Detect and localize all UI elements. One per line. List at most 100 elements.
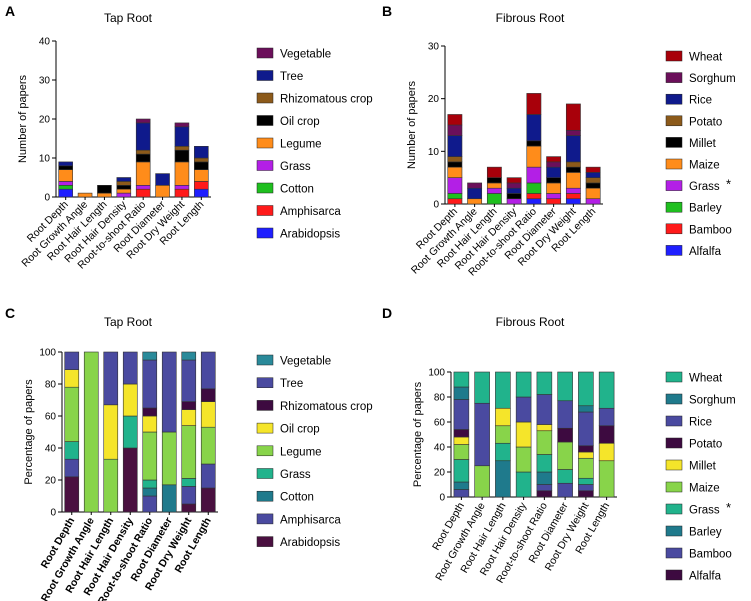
bar-segment-grass <box>142 479 158 489</box>
bar-segment-vegetable <box>181 351 197 361</box>
chart-title: Fibrous Root <box>496 315 565 329</box>
bar-segment-tree <box>174 126 190 147</box>
legend-label: Bamboo <box>689 549 732 561</box>
bar-segment-wheat <box>515 371 532 398</box>
bar-segment-barley <box>526 182 542 194</box>
legend-swatch-arabidopsis <box>256 536 274 547</box>
legend-swatch-tree <box>256 70 274 81</box>
legend-label: Grass <box>689 505 720 517</box>
bar-segment-cotton <box>142 487 158 497</box>
bar-segment-bamboo <box>536 484 553 492</box>
bar-segment-legume <box>161 431 177 486</box>
bar-segment-rhizomatous-crop <box>116 181 132 186</box>
bar-segment-bamboo <box>526 193 542 200</box>
bar-segment-wheat <box>565 103 581 131</box>
bar-segment-alfalfa <box>536 490 553 498</box>
legend-label: Legume <box>280 139 322 151</box>
legend-swatch-barley <box>665 201 683 213</box>
y-tick-label: 0 <box>44 193 50 204</box>
bar-segment-bamboo <box>546 198 562 205</box>
bar-segment-amphisarca <box>174 188 190 198</box>
bar-segment-oil-crop <box>103 404 119 460</box>
bar-segment-barley <box>447 193 463 200</box>
y-tick-label: 10 <box>39 154 51 165</box>
legend-swatch-alfalfa <box>665 569 683 581</box>
bar-segment-wheat <box>453 371 470 388</box>
legend-label: Alfalfa <box>689 246 722 258</box>
bar-segment-vegetable <box>174 122 190 128</box>
bar-segment-millet <box>453 436 470 445</box>
legend-swatch-oil-crop <box>256 115 274 126</box>
bar-segment-wheat <box>557 371 573 402</box>
bar-segment-grass <box>557 469 573 484</box>
bar-segment-rice <box>536 394 553 425</box>
legend-swatch-legume <box>256 137 274 149</box>
bar-segment-grass <box>506 198 522 205</box>
bar-segment-rice <box>447 135 463 157</box>
bar-segment-barley <box>486 193 502 205</box>
legend-mark: * <box>726 177 731 192</box>
bar-segment-sorghum <box>506 182 522 189</box>
bar-segment-rice <box>557 400 573 429</box>
bar-segment-tree <box>142 359 158 409</box>
bar-segment-rhizomatous-crop <box>135 149 151 155</box>
bar-segment-oil-crop <box>142 415 158 433</box>
bar-segment-sorghum <box>453 386 470 400</box>
legend: Vegetable Tree Rhizomatous crop Oil crop Leg… <box>256 354 373 549</box>
legend-label: Barley <box>689 527 722 539</box>
bar-segment-tree <box>122 351 138 385</box>
bar-segment-grass <box>536 454 553 473</box>
bar-segment-legume <box>200 426 216 465</box>
bar-segment-millet <box>578 451 594 459</box>
legend-swatch-sorghum <box>665 72 683 83</box>
bar-segment-legume <box>194 169 209 182</box>
bar-segment-tree <box>200 351 216 390</box>
legend: Wheat Sorghum Rice Potato Millet Maize Grass * B… <box>665 50 736 258</box>
legend-label: Amphisarca <box>280 514 341 526</box>
legend-swatch-potato <box>665 115 683 127</box>
bar-segment-millet <box>546 177 562 184</box>
legend-label: Cotton <box>280 184 314 196</box>
legend-swatch-oil-crop <box>256 422 274 434</box>
bar-segment-amphisarca <box>142 495 158 513</box>
bar-segment-amphisarca <box>200 463 216 489</box>
legend-label: Tree <box>280 378 303 390</box>
legend-label: Bamboo <box>689 224 732 236</box>
bar-segment-maize <box>467 198 483 205</box>
bar-segment-sorghum <box>546 161 562 168</box>
bar-segment-arabidopsis <box>64 476 80 513</box>
bar-segment-potato <box>585 177 601 184</box>
bar-segment-amphisarca <box>64 458 80 478</box>
legend-mark: * <box>726 500 731 515</box>
chart-title: Fibrous Root <box>496 11 565 25</box>
bar-segment-rice <box>546 166 562 178</box>
y-axis-label: Percentage of papers <box>23 379 35 485</box>
y-tick-label: 30 <box>39 76 51 87</box>
bar-segment-oil-crop <box>97 185 112 194</box>
legend-label: Oil crop <box>280 116 320 128</box>
bar-segment-wheat <box>526 93 542 115</box>
bar-segment-wheat <box>598 371 615 409</box>
bar-segment-millet <box>536 424 553 432</box>
bar-segment-amphisarca <box>194 181 209 190</box>
legend-swatch-rhizomatous-crop <box>256 92 274 104</box>
bar-segment-amphisarca <box>135 188 151 198</box>
bar-segment-barley <box>536 471 553 485</box>
legend-label: Millet <box>689 138 717 150</box>
bar-segment-alfalfa <box>526 198 542 205</box>
chart-title: Tap Root <box>104 315 153 329</box>
legend-swatch-potato <box>665 437 683 449</box>
bar-segment-legume <box>135 161 151 186</box>
y-tick-label: 60 <box>45 412 57 423</box>
bar-segment-grass <box>526 166 542 184</box>
bar-segment-grass <box>486 187 502 194</box>
legend-label: Sorghum <box>689 73 736 85</box>
legend-label: Maize <box>689 483 720 495</box>
bar-segment-potato <box>447 156 463 163</box>
bar-segment-millet <box>447 161 463 168</box>
bar-segment-maize <box>486 182 502 189</box>
legend-swatch-amphisarca <box>256 513 274 525</box>
legend-swatch-grass <box>256 160 274 171</box>
y-tick-label: 100 <box>39 348 56 359</box>
